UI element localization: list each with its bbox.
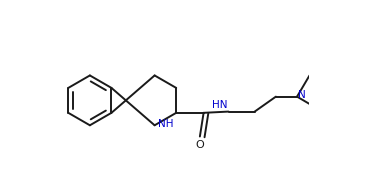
Text: HN: HN	[212, 100, 228, 110]
Text: NH: NH	[158, 119, 173, 129]
Text: N: N	[298, 90, 306, 100]
Text: O: O	[195, 140, 204, 150]
